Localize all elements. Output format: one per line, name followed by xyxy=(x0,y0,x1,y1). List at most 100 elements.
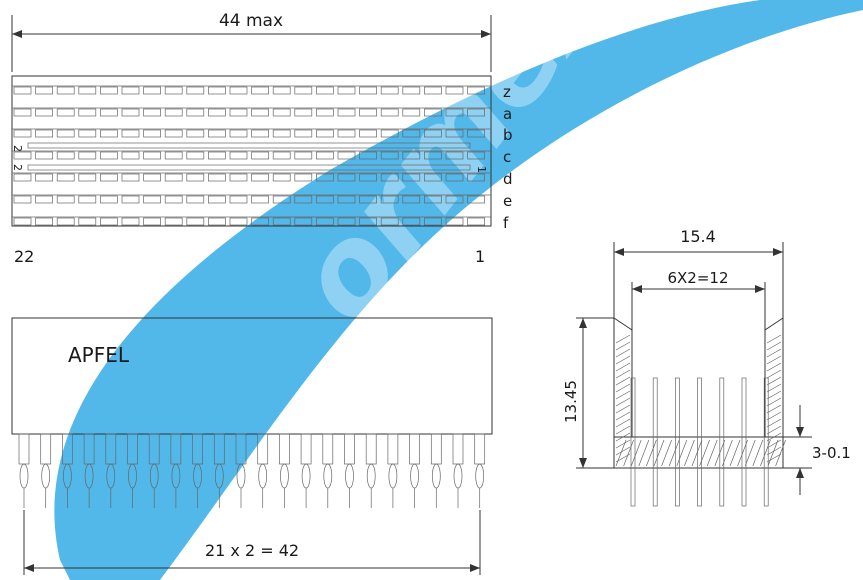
contact-cell xyxy=(56,195,75,204)
contact-cell xyxy=(294,129,313,138)
hatch xyxy=(615,411,631,421)
contact-cell xyxy=(208,86,226,95)
hatch xyxy=(767,439,779,467)
contact-cell xyxy=(316,195,334,204)
contact-cell xyxy=(424,108,442,117)
contact-cell xyxy=(229,217,248,226)
contact-cell xyxy=(56,151,75,160)
contact-cell xyxy=(424,151,442,160)
hatch xyxy=(706,439,718,467)
contact-cell xyxy=(251,151,269,160)
contact-cell xyxy=(78,151,97,160)
inner-pitch-dimension: 6X2=12 xyxy=(667,269,728,287)
contact-cell xyxy=(467,86,485,95)
contact-cell xyxy=(121,151,140,160)
hatch xyxy=(766,369,782,379)
contact-cell xyxy=(229,129,248,138)
side-housing xyxy=(613,317,786,507)
hatch xyxy=(766,341,782,351)
contact-cell xyxy=(100,108,118,117)
pin-rows xyxy=(12,85,491,226)
hatch xyxy=(729,439,741,467)
contact-cell xyxy=(143,151,161,160)
pin-loop xyxy=(301,463,311,489)
contact-cell xyxy=(467,129,485,138)
contact-cell xyxy=(380,173,399,182)
contact-cell xyxy=(78,195,97,204)
pin-body xyxy=(409,433,420,465)
row-label: d xyxy=(503,170,513,188)
row-label: c xyxy=(503,148,511,166)
side-pin xyxy=(652,377,658,507)
contact-cell xyxy=(445,173,464,182)
contact-cell xyxy=(229,86,248,95)
side-mark-top: 2 xyxy=(11,145,24,152)
contact-cell xyxy=(100,151,118,160)
hatch xyxy=(615,390,631,400)
contact-cell xyxy=(272,108,291,117)
row-label: f xyxy=(503,214,509,232)
contact-cell xyxy=(78,217,97,226)
contact-cell xyxy=(229,151,248,160)
contact-cell xyxy=(380,108,399,117)
contact-cell xyxy=(186,217,205,226)
contact-cell xyxy=(272,151,291,160)
contact-cell xyxy=(337,173,356,182)
side-mark-bottom: 2 xyxy=(11,164,24,171)
contact-cell xyxy=(143,86,161,95)
contact-cell xyxy=(229,173,248,182)
hatch xyxy=(766,362,782,372)
contact-cell xyxy=(164,108,183,117)
contact-cell xyxy=(121,195,140,204)
contact-cell xyxy=(467,195,485,204)
brand-label: APFEL xyxy=(68,343,130,367)
top-width-dimension: 44 max xyxy=(219,11,283,31)
contact-cell xyxy=(100,129,118,138)
contact-cell xyxy=(164,217,183,226)
contact-cell xyxy=(13,86,32,95)
hatch xyxy=(766,411,782,421)
contact-cell xyxy=(467,217,485,226)
contact-cell xyxy=(402,217,421,226)
side-pin xyxy=(741,377,747,507)
contact-cell xyxy=(13,173,32,182)
contact-cell xyxy=(337,86,356,95)
contact-cell xyxy=(35,86,53,95)
pin-loop xyxy=(258,463,268,489)
contact-cell xyxy=(164,151,183,160)
contact-cell xyxy=(164,129,183,138)
contact-cell xyxy=(402,86,421,95)
pin-loop xyxy=(366,463,376,489)
pin-loop xyxy=(345,463,354,489)
hatch xyxy=(766,432,782,442)
contact-cell xyxy=(186,108,205,117)
hatch xyxy=(744,439,756,467)
hatch xyxy=(766,383,782,393)
contact-cell xyxy=(143,108,161,117)
contact-cell xyxy=(208,151,226,160)
contact-cell xyxy=(100,173,118,182)
contact-cell xyxy=(272,195,291,204)
contact-cell xyxy=(251,86,269,95)
hatch xyxy=(766,446,782,456)
pin-body xyxy=(474,433,486,465)
contact-cell xyxy=(143,129,161,138)
hatch xyxy=(615,334,631,344)
contact-cell xyxy=(13,217,32,226)
contact-cell xyxy=(402,173,421,182)
front-view: APFEL 21 x 2 = 42 xyxy=(11,317,493,575)
side-pin xyxy=(675,377,680,507)
contact-cell xyxy=(35,129,53,138)
contact-cell xyxy=(402,195,421,204)
pin-body xyxy=(40,433,52,465)
row-label: b xyxy=(503,126,513,144)
contact-cell xyxy=(359,129,377,138)
pin-loop xyxy=(475,463,485,489)
contact-cell xyxy=(164,86,183,95)
contact-cell xyxy=(272,173,291,182)
contact-cell xyxy=(272,217,291,226)
hatch xyxy=(766,390,782,400)
contact-cell xyxy=(294,173,313,182)
contact-cell xyxy=(13,129,32,138)
